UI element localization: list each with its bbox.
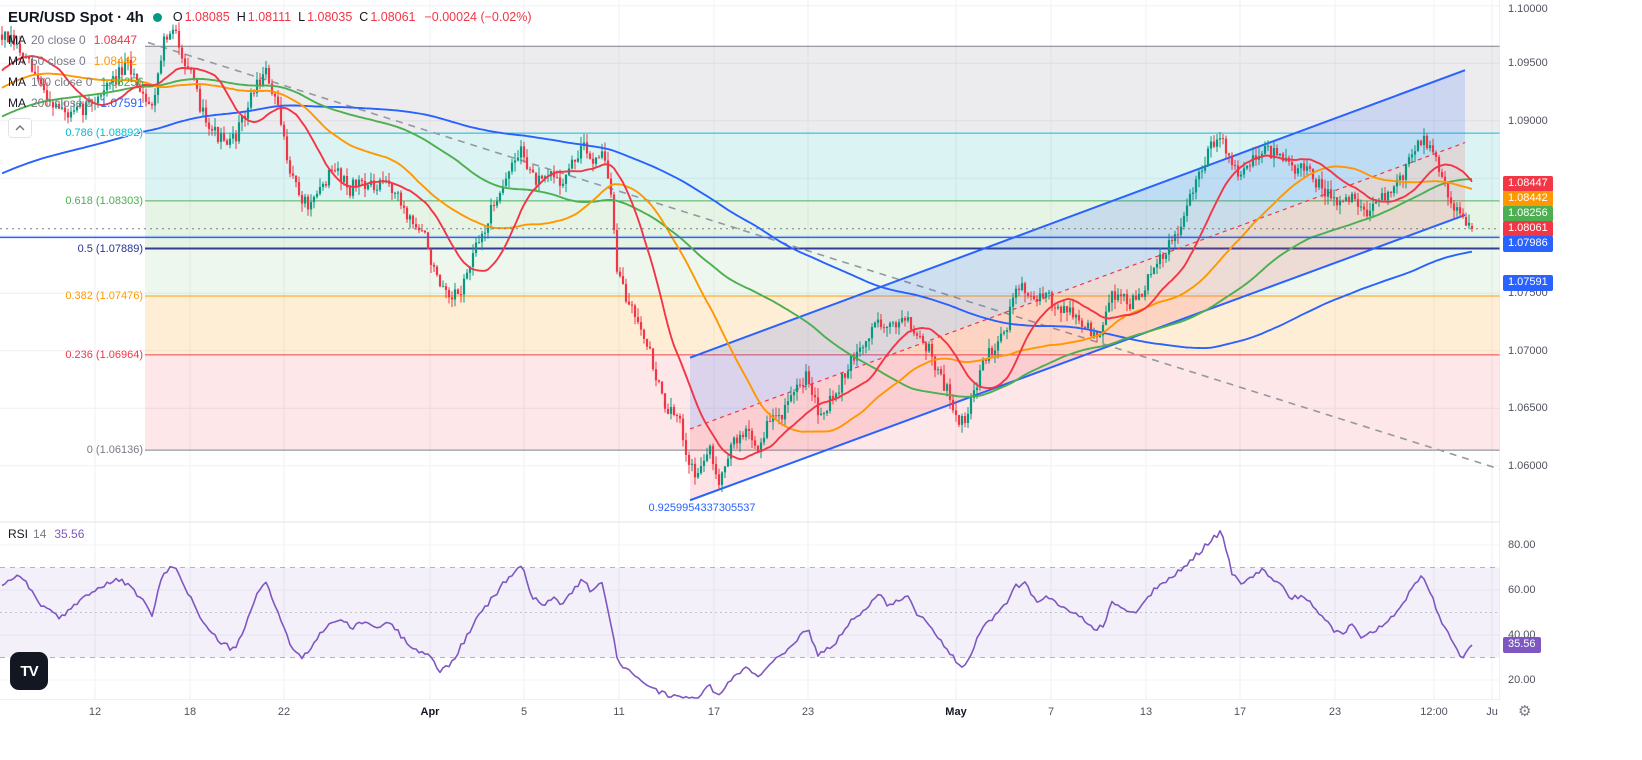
legend-symbol-row: EUR/USD Spot · 4h O 1.08085 H 1.08111 L 1.0… (8, 5, 532, 29)
time-label: 7 (1047, 706, 1055, 718)
ma-20-line (1, 55, 1473, 461)
indicator-legend-ma-100[interactable]: MA 100 close 0 1.08256 (8, 71, 532, 92)
rsi-tick-label: 60.00 (1508, 584, 1536, 596)
gridlines-layer (0, 0, 1500, 700)
indicator-params: 50 close 0 (31, 53, 86, 68)
high-label: H (236, 10, 246, 24)
indicator-value: 1.08256 (100, 74, 144, 89)
pearson-r-label: 0.9259954337305537 (648, 502, 756, 514)
price-tick-label: 1.07000 (1508, 344, 1548, 357)
indicator-value: 1.08442 (93, 53, 138, 68)
indicator-name: MA (8, 53, 26, 68)
legend-collapse-button[interactable] (8, 118, 32, 138)
price-tick-label: 1.09000 (1508, 114, 1548, 127)
candles-layer (0, 22, 1474, 492)
time-label: Ju (1486, 706, 1498, 718)
trendline[interactable] (147, 41, 1500, 470)
indicator-value: 1.07591 (100, 95, 144, 110)
price-badge: 1.08447 (1503, 176, 1553, 193)
rsi-line (1, 529, 1473, 699)
time-label: 23 (801, 706, 815, 718)
ma-50-line (1, 72, 1473, 433)
market-status-dot (152, 12, 162, 22)
price-badge: 1.08061 (1503, 221, 1553, 238)
price-tick-label: 1.10000 (1508, 3, 1548, 15)
price-scale[interactable]: 1.10000 1.09500 1.09000 1.07500 1.07000 1.065… (1500, 0, 1642, 724)
time-label: 22 (277, 706, 291, 718)
indicator-legend-ma-50[interactable]: MA 50 close 0 1.08442 (8, 50, 532, 71)
low-value: 1.08035 (307, 10, 353, 24)
rsi-value: 35.56 (54, 527, 85, 541)
tradingview-logo[interactable]: TV (10, 652, 48, 690)
time-axis[interactable]: 12 18 22 Apr 5 11 17 23 May 7 13 17 23 12:00 Ju (0, 700, 1642, 726)
indicator-params: 100 close 0 (31, 74, 93, 89)
low-label: L (298, 10, 306, 24)
price-badge: 1.08256 (1503, 206, 1553, 223)
ma-200-line (1, 104, 1473, 350)
rsi-legend[interactable]: RSI 14 35.56 (8, 527, 84, 541)
time-label: 23 (1328, 706, 1342, 718)
price-badge: 1.07986 (1503, 236, 1553, 253)
open-value: 1.08085 (184, 10, 230, 24)
open-label: O (172, 10, 183, 24)
fib-lines-layer[interactable] (145, 45, 1500, 451)
rsi-params: 14 (33, 527, 47, 541)
ma-100-line (1, 77, 1473, 398)
indicator-legend-ma-200[interactable]: MA 200 close 0 1.07591 (8, 92, 532, 113)
time-label: 5 (520, 706, 528, 718)
change-value: −0.00024 (−0.02%) (424, 10, 532, 24)
ohlc-readout: O 1.08085 H 1.08111 L 1.08035 C 1.08061 −0.0… (166, 10, 532, 24)
price-badge: 1.07591 (1503, 274, 1553, 291)
rsi-value-badge: 35.56 (1503, 636, 1541, 653)
time-label: 13 (1139, 706, 1153, 718)
time-label: 12 (88, 706, 102, 718)
price-tick-label: 1.09500 (1508, 57, 1548, 70)
time-label: 17 (707, 706, 721, 718)
close-value: 1.08061 (370, 10, 416, 24)
symbol-title[interactable]: EUR/USD Spot · 4h (8, 8, 144, 26)
time-label: 11 (613, 706, 625, 718)
price-tick-label: 1.06000 (1508, 459, 1548, 472)
indicator-value: 1.08447 (93, 32, 138, 47)
time-label: Apr (420, 706, 440, 718)
time-label: 12:00 (1420, 706, 1448, 718)
chevron-up-icon (15, 125, 25, 131)
settings-gear-icon[interactable]: ⚙ (1518, 703, 1532, 720)
price-tick-label: 1.06500 (1508, 402, 1548, 415)
indicator-legend-ma-20[interactable]: MA 20 close 0 1.08447 (8, 29, 532, 50)
rsi-tick-label: 80.00 (1508, 539, 1536, 551)
time-label: 17 (1233, 706, 1247, 718)
price-badge: 1.08442 (1503, 191, 1553, 208)
rsi-title: RSI (8, 527, 29, 541)
indicator-name: MA (8, 32, 26, 47)
time-label: 18 (183, 706, 197, 718)
indicator-name: MA (8, 95, 26, 110)
indicator-params: 200 close 0 (31, 95, 93, 110)
time-label: May (945, 706, 967, 718)
symbol-legend: EUR/USD Spot · 4h O 1.08085 H 1.08111 L 1.0… (8, 5, 532, 138)
close-label: C (359, 10, 369, 24)
regression-channel[interactable] (689, 69, 1466, 502)
indicator-name: MA (8, 74, 26, 89)
indicator-params: 20 close 0 (31, 32, 86, 47)
high-value: 1.08111 (247, 10, 292, 24)
rsi-tick-label: 20.00 (1508, 674, 1536, 686)
